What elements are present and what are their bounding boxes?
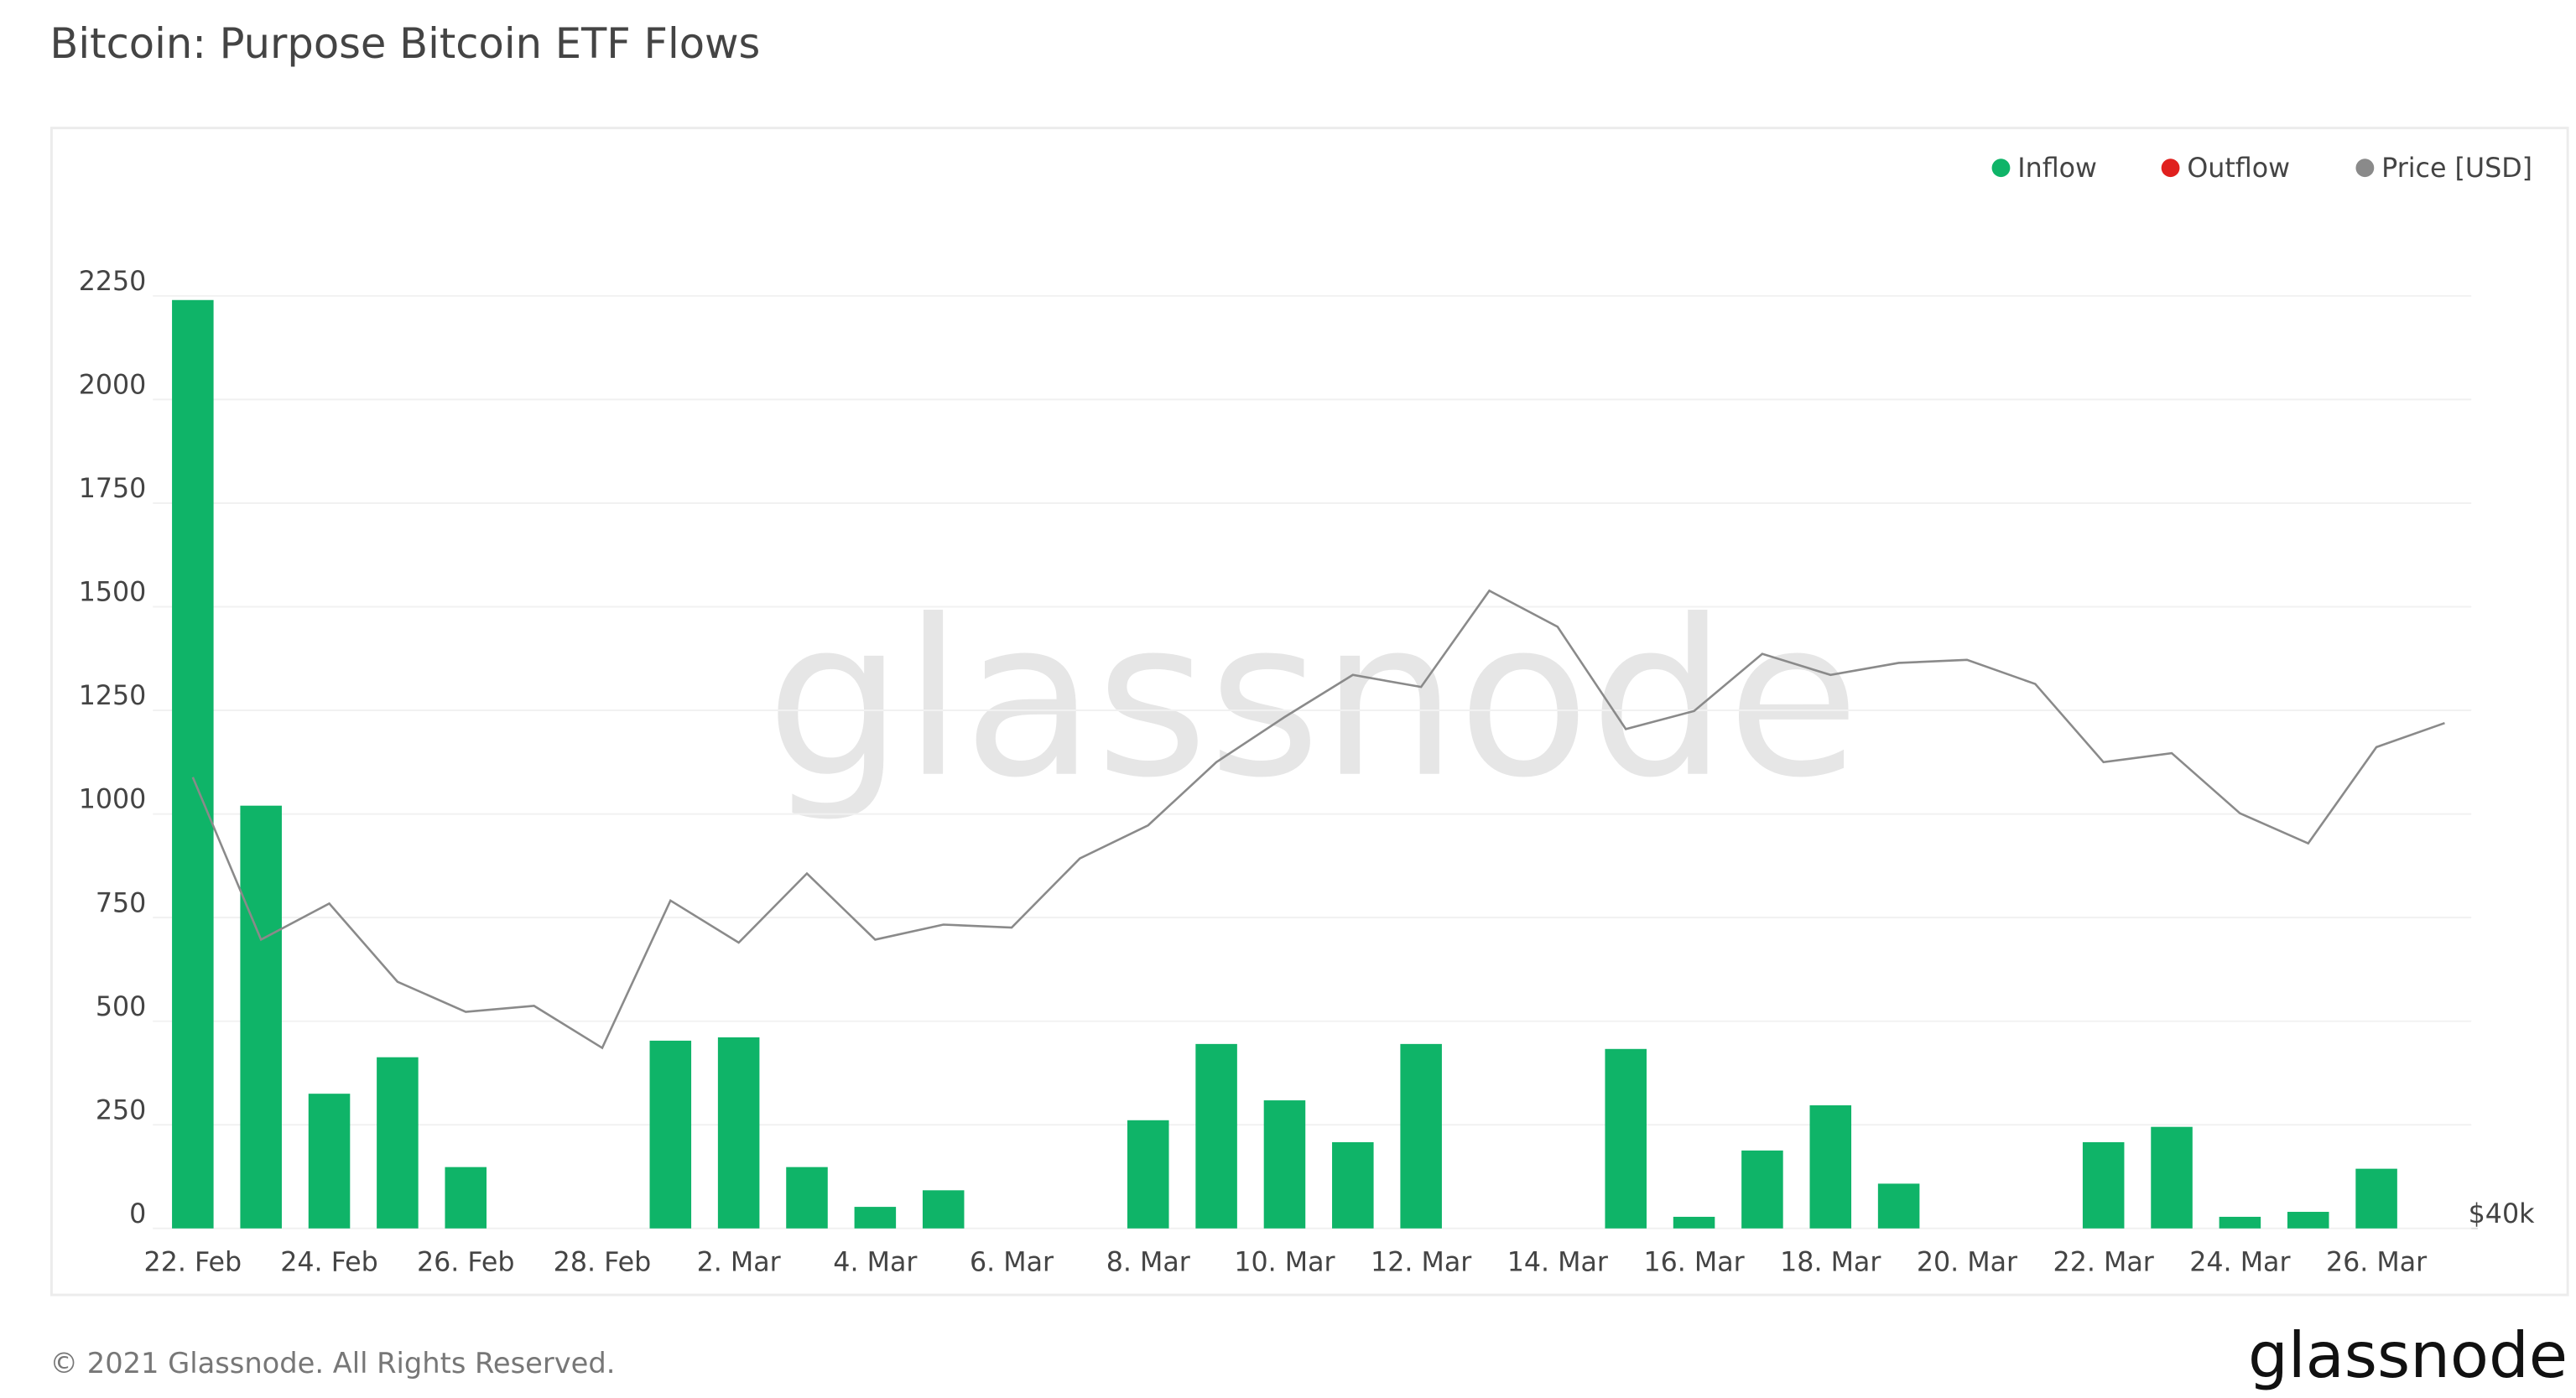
- y-tick-label: 1750: [79, 474, 147, 504]
- x-tick-label: 22. Feb: [144, 1247, 242, 1277]
- y-tick-label: 750: [96, 888, 146, 918]
- x-tick-label: 2. Mar: [697, 1247, 782, 1277]
- bar: [308, 1094, 351, 1229]
- bar: [1263, 1100, 1306, 1229]
- x-tick-label: 6. Mar: [970, 1247, 1054, 1277]
- bar: [1195, 1043, 1237, 1229]
- y-tick-label: 500: [96, 992, 146, 1022]
- x-tick-label: 26. Feb: [417, 1247, 515, 1277]
- legend-label: Price [USD]: [2381, 153, 2532, 184]
- bar: [2355, 1168, 2397, 1229]
- x-tick-label: 20. Mar: [1917, 1247, 2018, 1277]
- bar: [2151, 1126, 2193, 1229]
- bar: [445, 1167, 487, 1229]
- y-tick-label: 250: [96, 1095, 146, 1125]
- legend-marker: [2355, 159, 2375, 178]
- x-tick-label: 22. Mar: [2053, 1247, 2155, 1277]
- bar: [1809, 1105, 1852, 1229]
- y-tick-label: 1500: [79, 578, 147, 608]
- x-tick-label: 24. Feb: [280, 1247, 378, 1277]
- y-tick-label: 1000: [79, 785, 147, 815]
- bar: [854, 1207, 897, 1229]
- bar: [1332, 1141, 1374, 1229]
- x-tick-label: 24. Mar: [2189, 1247, 2291, 1277]
- bar: [717, 1037, 760, 1229]
- y-tick-label: 1250: [79, 681, 147, 711]
- bar: [922, 1190, 965, 1229]
- y-tick-label: 0: [129, 1199, 146, 1229]
- bar: [2287, 1212, 2329, 1229]
- legend-marker: [2161, 159, 2180, 178]
- chart-frame: [49, 127, 2569, 1297]
- x-tick-label: 28. Feb: [554, 1247, 652, 1277]
- price-line: [191, 589, 2445, 1050]
- x-tick-label: 16. Mar: [1643, 1247, 1745, 1277]
- chart-title: Bitcoin: Purpose Bitcoin ETF Flows: [49, 19, 760, 68]
- logo: glassnode: [2248, 1318, 2568, 1392]
- bar: [240, 805, 282, 1229]
- y2-tick-label: $40k: [2469, 1199, 2535, 1229]
- bar: [2219, 1216, 2261, 1229]
- legend-marker: [1991, 159, 2011, 178]
- bar: [1877, 1183, 1920, 1229]
- x-tick-label: 12. Mar: [1371, 1247, 1472, 1277]
- bar: [1127, 1120, 1169, 1229]
- x-tick-label: 4. Mar: [833, 1247, 918, 1277]
- x-tick-label: 10. Mar: [1234, 1247, 1335, 1277]
- footer: © 2021 Glassnode. All Rights Reserved.: [49, 1347, 615, 1380]
- bar: [2082, 1141, 2125, 1229]
- bar: [1400, 1043, 1442, 1229]
- bar: [1741, 1150, 1783, 1229]
- bar: [1673, 1216, 1715, 1229]
- legend-label: Inflow: [2017, 153, 2097, 184]
- legend-label: Outflow: [2187, 153, 2290, 184]
- x-tick-label: 14. Mar: [1507, 1247, 1609, 1277]
- bar: [786, 1167, 828, 1229]
- x-tick-label: 26. Mar: [2326, 1247, 2428, 1277]
- bar: [172, 299, 214, 1229]
- y-tick-label: 2250: [79, 267, 147, 297]
- bar: [649, 1040, 692, 1229]
- x-tick-label: 18. Mar: [1780, 1247, 1881, 1277]
- x-tick-label: 8. Mar: [1106, 1247, 1191, 1277]
- y-tick-label: 2000: [79, 371, 147, 401]
- bar: [377, 1057, 419, 1229]
- bar: [1605, 1048, 1647, 1229]
